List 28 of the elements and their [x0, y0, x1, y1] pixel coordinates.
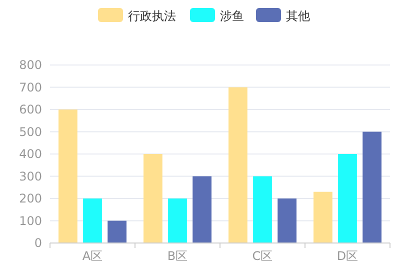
y-tick-label: 500	[19, 124, 42, 139]
bar	[228, 87, 248, 243]
y-tick-label: 100	[19, 214, 42, 228]
bar	[278, 198, 296, 243]
bar	[314, 192, 332, 243]
bar	[168, 198, 187, 243]
legend-label: 涉鱼	[220, 9, 244, 23]
bar	[253, 176, 272, 243]
bar	[58, 110, 78, 243]
x-tick-label: D区	[336, 249, 358, 263]
bar	[338, 154, 357, 243]
x-tick-label: B区	[167, 249, 188, 263]
y-tick-label: 700	[19, 80, 42, 94]
legend-label: 行政执法	[128, 9, 176, 23]
bar	[83, 198, 102, 243]
y-tick-label: 800	[19, 58, 42, 72]
bar	[192, 176, 212, 243]
bar	[362, 132, 382, 243]
y-tick-label: 600	[19, 102, 42, 116]
x-tick-label: C区	[252, 249, 273, 263]
bar	[144, 154, 162, 243]
x-tick-label: A区	[82, 249, 103, 263]
y-tick-label: 200	[19, 192, 42, 206]
bar	[108, 220, 126, 243]
y-tick-label: 400	[19, 147, 42, 161]
legend-label: 其他	[286, 9, 310, 23]
y-tick-label: 300	[19, 169, 42, 184]
y-tick-label: 0	[34, 236, 42, 250]
